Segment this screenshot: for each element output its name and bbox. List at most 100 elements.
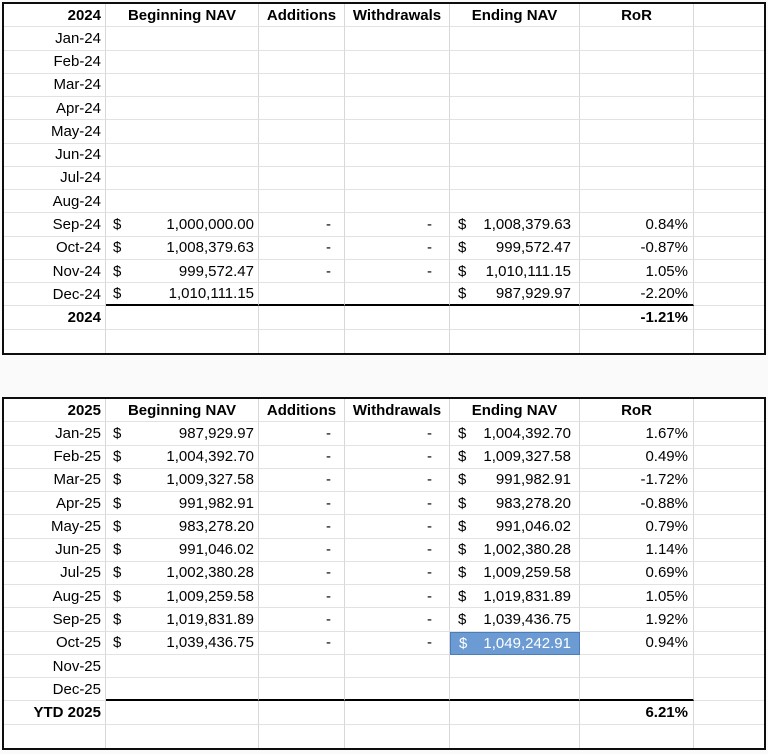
- total-ror-value[interactable]: -1.21%: [580, 306, 694, 330]
- month-cell[interactable]: Jul-24: [4, 166, 106, 191]
- empty-cell[interactable]: [694, 725, 764, 748]
- additions-cell[interactable]: -: [259, 538, 345, 562]
- beginning-nav-header[interactable]: Beginning NAV: [106, 4, 259, 28]
- ror-cell[interactable]: 1.05%: [580, 259, 694, 284]
- additions-cell[interactable]: [259, 190, 345, 214]
- year-header-cell[interactable]: 2025: [4, 398, 106, 423]
- empty-cell[interactable]: [694, 260, 764, 284]
- beginning-nav-cell[interactable]: $1,000,000.00: [106, 213, 259, 237]
- month-cell[interactable]: Aug-24: [4, 190, 106, 214]
- beginning-nav-cell[interactable]: [106, 50, 259, 74]
- additions-header[interactable]: Additions: [259, 398, 345, 423]
- additions-cell[interactable]: [259, 97, 345, 121]
- additions-cell[interactable]: [259, 120, 345, 144]
- beginning-nav-cell[interactable]: [106, 120, 259, 144]
- ending-nav-cell[interactable]: $1,039,436.75: [450, 608, 580, 632]
- ror-cell[interactable]: 0.79%: [580, 515, 694, 539]
- month-cell[interactable]: Sep-25: [4, 608, 106, 632]
- ending-nav-cell[interactable]: $999,572.47: [450, 236, 580, 260]
- withdrawals-cell[interactable]: -: [345, 608, 450, 632]
- empty-cell[interactable]: [694, 167, 764, 191]
- empty-cell[interactable]: [694, 678, 764, 702]
- ror-cell[interactable]: 0.69%: [580, 561, 694, 586]
- empty-cell[interactable]: [4, 724, 106, 748]
- withdrawals-cell[interactable]: [345, 654, 450, 679]
- ror-cell[interactable]: [580, 73, 694, 98]
- empty-cell[interactable]: [450, 329, 580, 353]
- empty-cell[interactable]: [694, 330, 764, 353]
- beginning-nav-header[interactable]: Beginning NAV: [106, 398, 259, 423]
- ending-nav-cell[interactable]: $991,982.91: [450, 468, 580, 493]
- ror-cell[interactable]: -0.87%: [580, 236, 694, 260]
- withdrawals-header[interactable]: Withdrawals: [345, 4, 450, 28]
- empty-cell[interactable]: [694, 4, 764, 28]
- ending-nav-cell[interactable]: $1,009,259.58: [450, 561, 580, 586]
- empty-cell[interactable]: [259, 701, 345, 725]
- ror-cell[interactable]: 0.49%: [580, 445, 694, 469]
- beginning-nav-cell[interactable]: [106, 27, 259, 51]
- empty-cell[interactable]: [450, 701, 580, 725]
- ending-nav-cell[interactable]: $1,049,242.91: [450, 631, 580, 655]
- ending-nav-header[interactable]: Ending NAV: [450, 398, 580, 423]
- empty-cell[interactable]: [694, 27, 764, 51]
- ror-cell[interactable]: -1.72%: [580, 468, 694, 493]
- ror-cell[interactable]: 1.05%: [580, 585, 694, 609]
- additions-cell[interactable]: -: [259, 468, 345, 493]
- ending-nav-cell[interactable]: [450, 27, 580, 51]
- ror-cell[interactable]: 1.67%: [580, 422, 694, 446]
- month-cell[interactable]: Oct-24: [4, 236, 106, 260]
- withdrawals-header[interactable]: Withdrawals: [345, 398, 450, 423]
- empty-cell[interactable]: [694, 422, 764, 446]
- ror-cell[interactable]: [580, 97, 694, 121]
- withdrawals-cell[interactable]: [345, 50, 450, 74]
- empty-cell[interactable]: [694, 306, 764, 330]
- additions-cell[interactable]: -: [259, 585, 345, 609]
- withdrawals-cell[interactable]: -: [345, 631, 450, 655]
- month-cell[interactable]: Apr-25: [4, 492, 106, 516]
- empty-cell[interactable]: [694, 237, 764, 260]
- ror-cell[interactable]: [580, 50, 694, 74]
- withdrawals-cell[interactable]: -: [345, 468, 450, 493]
- empty-cell[interactable]: [694, 515, 764, 539]
- beginning-nav-cell[interactable]: [106, 73, 259, 98]
- ending-nav-cell[interactable]: [450, 97, 580, 121]
- month-cell[interactable]: Mar-24: [4, 73, 106, 98]
- empty-cell[interactable]: [345, 329, 450, 353]
- month-cell[interactable]: Jun-25: [4, 538, 106, 562]
- month-cell[interactable]: Feb-25: [4, 445, 106, 469]
- withdrawals-cell[interactable]: -: [345, 445, 450, 469]
- ror-cell[interactable]: [580, 678, 694, 702]
- beginning-nav-cell[interactable]: [106, 143, 259, 167]
- additions-header[interactable]: Additions: [259, 4, 345, 28]
- additions-cell[interactable]: [259, 27, 345, 51]
- ending-nav-cell[interactable]: [450, 120, 580, 144]
- empty-cell[interactable]: [694, 562, 764, 586]
- year-header-cell[interactable]: 2024: [4, 4, 106, 28]
- additions-cell[interactable]: [259, 143, 345, 167]
- ror-cell[interactable]: 0.84%: [580, 213, 694, 237]
- ending-nav-cell[interactable]: [450, 166, 580, 191]
- empty-cell[interactable]: [106, 306, 259, 330]
- withdrawals-cell[interactable]: -: [345, 515, 450, 539]
- ror-cell[interactable]: [580, 120, 694, 144]
- empty-cell[interactable]: [694, 701, 764, 725]
- month-cell[interactable]: Jun-24: [4, 143, 106, 167]
- ending-nav-cell[interactable]: [450, 190, 580, 214]
- empty-cell[interactable]: [345, 306, 450, 330]
- beginning-nav-cell[interactable]: $1,002,380.28: [106, 561, 259, 586]
- month-cell[interactable]: Feb-24: [4, 50, 106, 74]
- month-cell[interactable]: Oct-25: [4, 631, 106, 655]
- empty-cell[interactable]: [694, 446, 764, 469]
- month-cell[interactable]: Aug-25: [4, 585, 106, 609]
- empty-cell[interactable]: [106, 329, 259, 353]
- additions-cell[interactable]: -: [259, 515, 345, 539]
- ror-cell[interactable]: [580, 143, 694, 167]
- ending-nav-cell[interactable]: [450, 654, 580, 679]
- beginning-nav-cell[interactable]: [106, 97, 259, 121]
- ending-nav-cell[interactable]: $1,009,327.58: [450, 445, 580, 469]
- ending-nav-header[interactable]: Ending NAV: [450, 4, 580, 28]
- ror-cell[interactable]: -2.20%: [580, 283, 694, 307]
- empty-cell[interactable]: [694, 51, 764, 74]
- beginning-nav-cell[interactable]: $1,019,831.89: [106, 608, 259, 632]
- ror-cell[interactable]: 1.14%: [580, 538, 694, 562]
